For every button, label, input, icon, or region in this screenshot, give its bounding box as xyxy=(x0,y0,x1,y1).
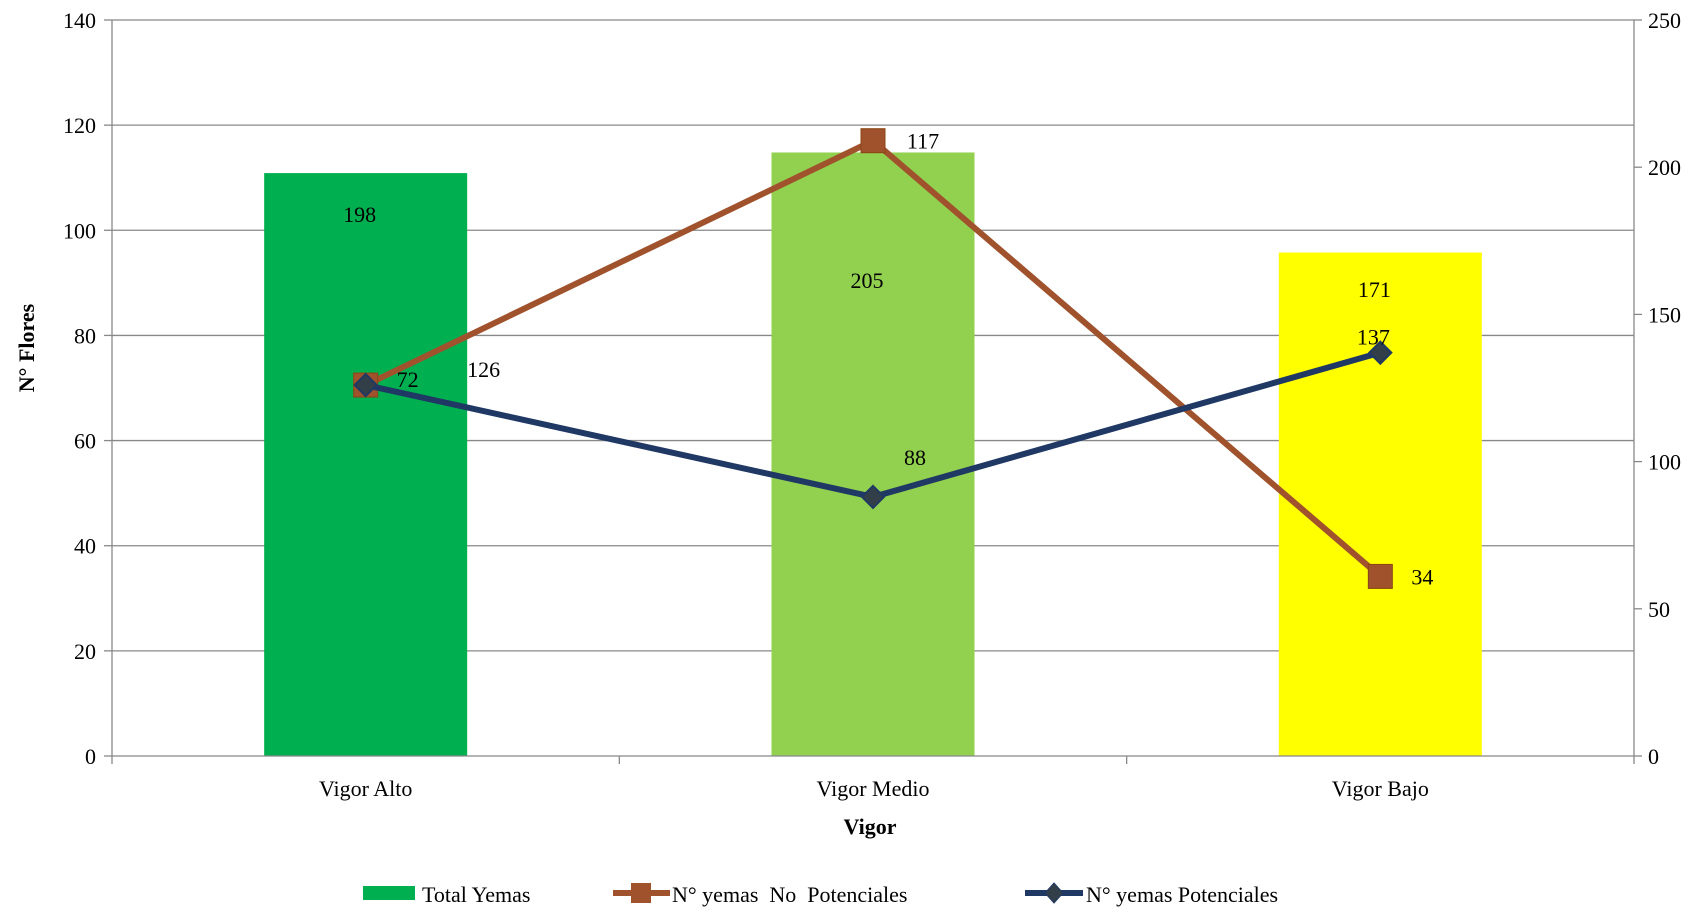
y-tick-label: 0 xyxy=(85,744,96,769)
legend-swatch-total-yemas xyxy=(363,886,415,900)
legend-label: Total Yemas xyxy=(422,882,530,907)
y-tick-label: 40 xyxy=(74,534,96,559)
line-marker xyxy=(860,128,886,154)
x-tick-label: Vigor Bajo xyxy=(1332,776,1429,801)
x-tick-label: Vigor Alto xyxy=(319,776,412,801)
line-data-label: 34 xyxy=(1411,564,1433,589)
legend-marker xyxy=(631,883,651,903)
line-data-label: 72 xyxy=(397,367,419,392)
y2-tick-label: 200 xyxy=(1648,155,1681,180)
y-tick-label: 120 xyxy=(63,113,96,138)
line-marker xyxy=(860,484,886,510)
y-tick-label: 100 xyxy=(63,218,96,243)
y2-tick-label: 100 xyxy=(1648,450,1681,475)
y-tick-label: 80 xyxy=(74,323,96,348)
bar xyxy=(1278,252,1482,757)
y-axis-title: N° Flores xyxy=(14,303,39,392)
bar-data-label: 171 xyxy=(1358,277,1391,302)
y2-tick-label: 150 xyxy=(1648,302,1681,327)
y-tick-label: 140 xyxy=(63,8,96,33)
legend-marker xyxy=(1044,882,1064,904)
y2-tick-label: 0 xyxy=(1648,744,1659,769)
x-axis-title: Vigor xyxy=(844,814,897,839)
line-data-label: 88 xyxy=(904,445,926,470)
line-marker xyxy=(353,372,379,398)
bar xyxy=(264,173,468,756)
line-layer xyxy=(353,128,1393,589)
label-layer: 0 20 40 60 80 100 120 140 0 50 100 150 200 250 Vigor A… xyxy=(63,8,1681,801)
y-tick-label: 20 xyxy=(74,639,96,664)
legend-label: N° yemas No Potenciales xyxy=(672,882,907,907)
legend-label: N° yemas Potenciales xyxy=(1086,882,1278,907)
y-tick-label: 60 xyxy=(74,429,96,454)
axis-layer xyxy=(104,19,1642,764)
y2-tick-label: 250 xyxy=(1648,8,1681,33)
line-data-label: 117 xyxy=(907,129,939,154)
bar-layer xyxy=(264,152,1482,757)
y2-tick-label: 50 xyxy=(1648,597,1670,622)
line-marker xyxy=(1367,563,1393,589)
line-data-label: 137 xyxy=(1357,325,1390,350)
legend: Total Yemas N° yemas No Potenciales N° yem… xyxy=(363,882,1278,907)
line-marker xyxy=(1367,340,1393,366)
line-data-label: 126 xyxy=(467,357,500,382)
bar xyxy=(771,152,975,757)
x-tick-label: Vigor Medio xyxy=(817,776,930,801)
bar-data-label: 198 xyxy=(343,202,376,227)
bar-data-label: 205 xyxy=(851,268,884,293)
